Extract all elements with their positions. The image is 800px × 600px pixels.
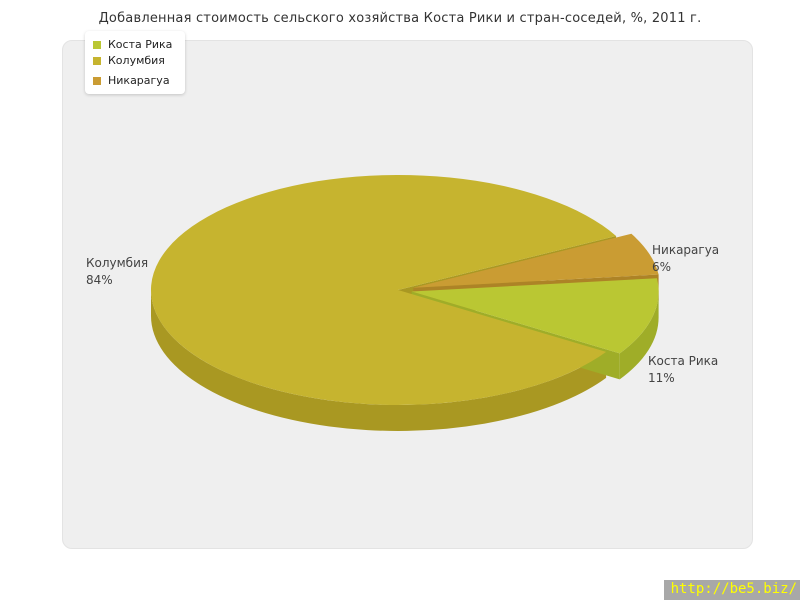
watermark-link[interactable]: http://be5.biz/ [663,580,800,600]
pie-slice-costa-rica-rim [619,291,659,380]
legend-item-costa-rica[interactable]: Коста Рика [93,38,172,51]
legend-item-colombia[interactable]: Колумбия [93,54,172,67]
legend: Коста Рика Колумбия Никарагуа [85,31,186,94]
legend-label-colombia: Колумбия [108,54,165,67]
legend-label-nicaragua: Никарагуа [108,74,170,87]
slice-label-name: Колумбия [86,256,149,270]
pie-slice-colombia-rim [151,290,607,431]
slice-label-value: 6% [652,260,672,274]
slice-label-value: 84% [86,273,113,287]
pie-slice-nicaragua[interactable] [413,233,659,288]
legend-swatch-colombia [93,56,101,65]
slice-label-nicaragua: Никарагуа 6% [652,242,719,276]
slice-label-costa-rica: Коста Рика 11% [648,353,718,387]
legend-swatch-costa-rica [93,40,101,49]
chart-title: Добавленная стоимость сельского хозяйств… [98,11,702,26]
slice-label-colombia: Колумбия 84% [86,255,148,289]
legend-label-costa-rica: Коста Рика [108,38,173,51]
legend-swatch-nicaragua [93,76,101,85]
pie-slice-colombia[interactable] [150,174,617,405]
slice-label-name: Никарагуа [652,243,720,257]
slice-label-value: 11% [648,371,675,385]
legend-item-nicaragua[interactable]: Никарагуа [93,74,172,87]
pie-slice-costa-rica[interactable] [411,278,659,354]
slice-label-name: Коста Рика [648,354,719,368]
